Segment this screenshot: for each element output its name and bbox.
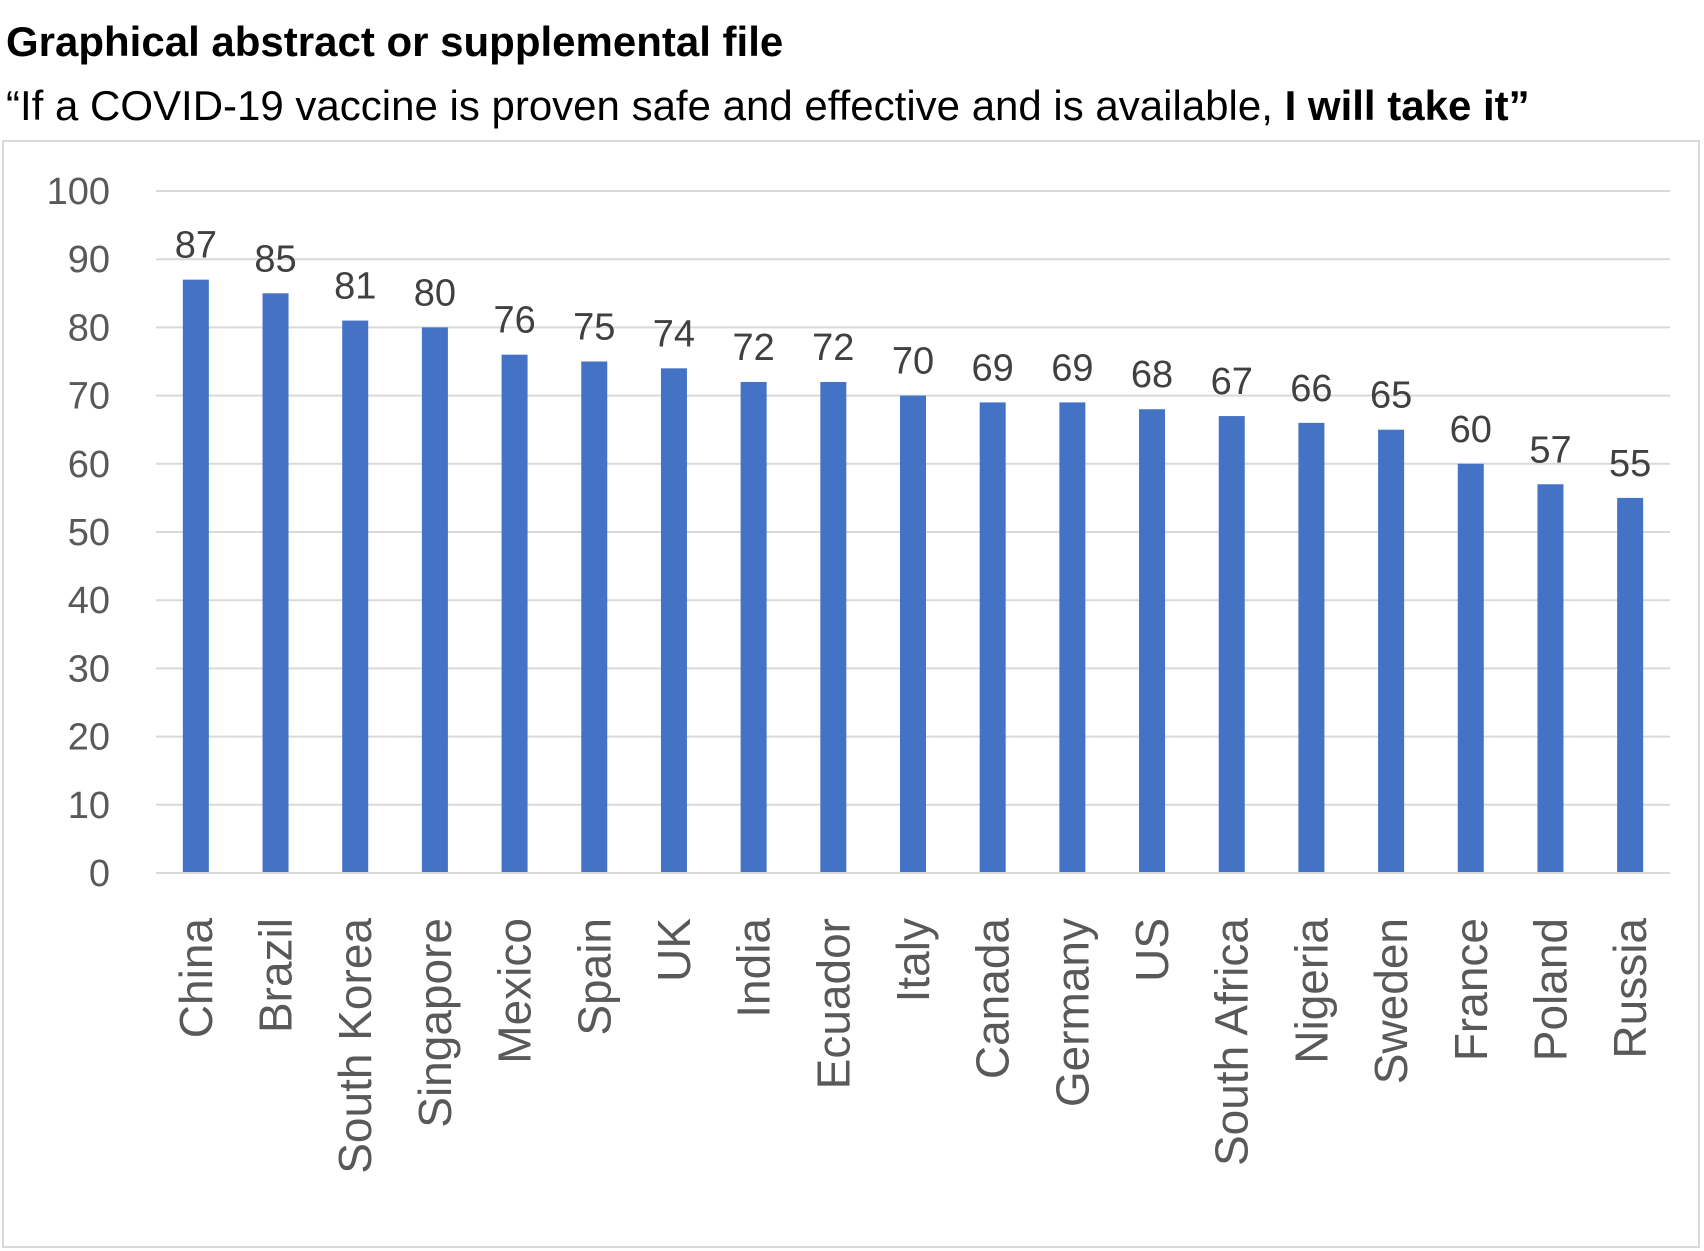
bar-brazil [262, 293, 289, 873]
x-tick-label-us: US [1126, 918, 1178, 982]
y-tick-label-60: 60 [68, 444, 110, 486]
data-label-france: 60 [1450, 409, 1492, 451]
data-label-us: 68 [1131, 354, 1173, 396]
x-tick-label-russia: Russia [1604, 918, 1656, 1059]
y-tick-label-50: 50 [68, 512, 110, 554]
chart-title-lead: “If a COVID-19 vaccine is proven safe an… [6, 82, 1285, 129]
data-label-germany: 69 [1051, 347, 1093, 389]
bar-france [1457, 463, 1484, 873]
bar-nigeria [1298, 422, 1325, 873]
graphical-abstract-heading: Graphical abstract or supplemental file [6, 18, 784, 65]
bar-russia [1617, 497, 1644, 873]
y-axis-tick-labels: 0 10 20 30 40 50 60 70 80 90 100 [47, 171, 110, 895]
bar-germany [1059, 402, 1086, 873]
data-label-ecuador: 72 [812, 327, 854, 369]
chart-title: “If a COVID-19 vaccine is proven safe an… [6, 82, 1530, 130]
x-tick-label-nigeria: Nigeria [1285, 918, 1337, 1064]
data-label-mexico: 76 [493, 300, 535, 342]
x-tick-label-poland: Poland [1524, 918, 1576, 1061]
bar-canada [979, 402, 1006, 873]
bar-china [182, 279, 209, 873]
bar-italy [900, 395, 926, 873]
bar-india [740, 381, 767, 873]
bar-uk [660, 368, 687, 873]
x-tick-label-canada: Canada [967, 918, 1019, 1080]
y-tick-label-40: 40 [68, 580, 110, 622]
bar-singapore [421, 327, 448, 873]
x-axis-category-labels: China Brazil South Korea Singapore Mexico Spa… [170, 918, 1656, 1174]
data-labels: 87 85 81 80 76 75 74 72 72 70 69 69 68 67 66 65 60 57 55 [175, 225, 1652, 485]
data-label-south-korea: 81 [334, 266, 376, 308]
x-tick-label-spain: Spain [568, 918, 620, 1036]
y-tick-label-0: 0 [89, 853, 110, 895]
x-tick-label-south-africa: South Africa [1206, 918, 1258, 1166]
chart-area-border [2, 140, 1700, 1248]
data-label-italy: 70 [892, 341, 934, 383]
data-label-nigeria: 66 [1290, 368, 1332, 410]
y-tick-label-30: 30 [68, 648, 110, 690]
data-label-china: 87 [175, 225, 217, 267]
bar-south-africa [1218, 416, 1245, 873]
x-tick-label-china: China [170, 918, 222, 1039]
bar-us [1139, 409, 1166, 873]
x-tick-label-south-korea: South Korea [329, 918, 381, 1174]
y-tick-label-20: 20 [68, 717, 110, 759]
y-tick-label-70: 70 [68, 376, 110, 418]
x-tick-label-singapore: Singapore [409, 918, 461, 1128]
bar-spain [581, 361, 608, 873]
x-tick-label-sweden: Sweden [1365, 918, 1417, 1084]
x-tick-label-mexico: Mexico [489, 918, 541, 1064]
x-tick-label-france: France [1445, 918, 1497, 1061]
y-tick-label-10: 10 [68, 785, 110, 827]
bar-poland [1537, 484, 1564, 873]
y-tick-label-80: 80 [68, 307, 110, 349]
y-tick-label-90: 90 [68, 239, 110, 281]
chart-title-emphasis: I will take it” [1284, 82, 1530, 129]
x-tick-label-india: India [728, 918, 780, 1018]
data-label-canada: 69 [972, 347, 1014, 389]
data-label-south-africa: 67 [1211, 361, 1253, 403]
bar-ecuador [820, 381, 847, 873]
data-label-poland: 57 [1529, 429, 1571, 471]
bar-south-korea [342, 320, 369, 874]
bar-sweden [1378, 429, 1405, 873]
bar-mexico [501, 354, 528, 873]
x-tick-label-ecuador: Ecuador [807, 918, 859, 1089]
x-tick-label-uk: UK [648, 918, 700, 982]
x-tick-label-brazil: Brazil [250, 918, 302, 1033]
data-label-spain: 75 [573, 307, 615, 349]
data-label-india: 72 [732, 327, 774, 369]
data-label-singapore: 80 [414, 272, 456, 314]
data-label-sweden: 65 [1370, 375, 1412, 417]
y-tick-label-100: 100 [47, 171, 110, 213]
x-tick-label-germany: Germany [1046, 918, 1098, 1107]
bars [182, 279, 1644, 874]
data-label-russia: 55 [1609, 443, 1651, 485]
data-label-brazil: 85 [254, 238, 296, 280]
data-label-uk: 74 [653, 313, 695, 355]
x-tick-label-italy: Italy [887, 918, 939, 1002]
